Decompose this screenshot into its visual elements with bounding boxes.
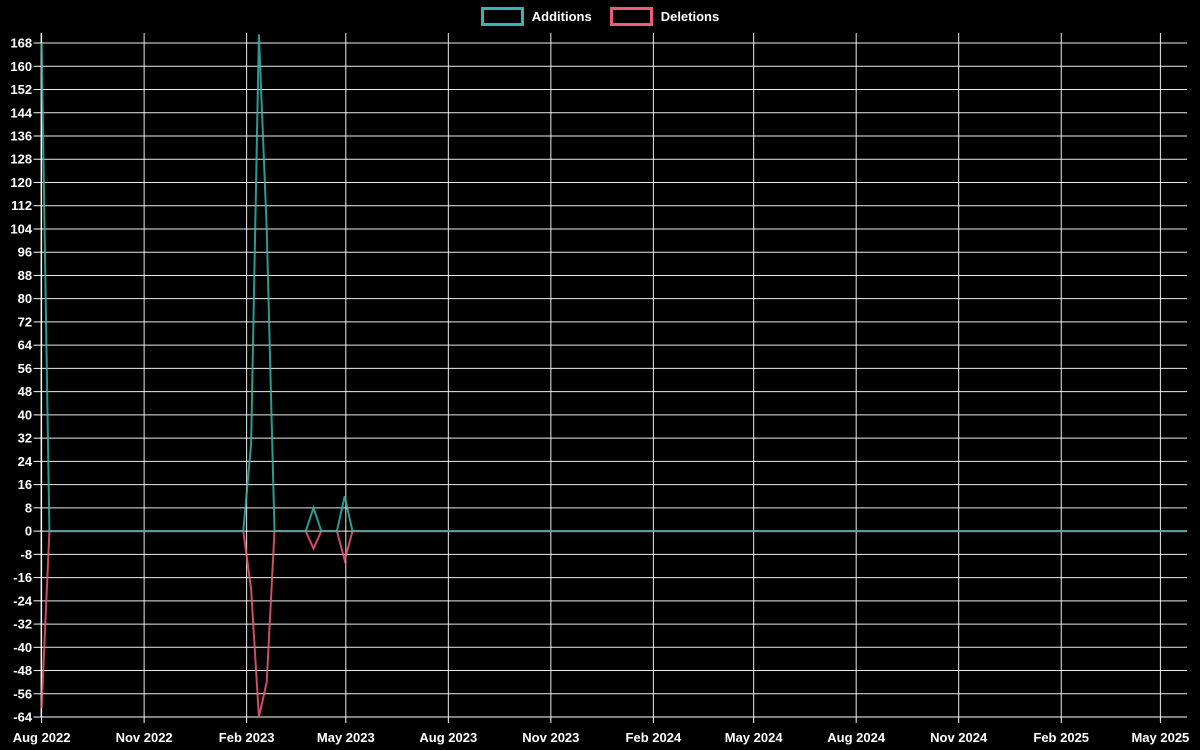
y-tick-label: 160 [10,59,32,74]
x-tick-label: Aug 2024 [827,730,886,745]
y-tick-label: -48 [13,663,32,678]
y-tick-label: -8 [21,547,33,562]
y-tick-label: 128 [10,152,32,167]
y-tick-label: -32 [13,617,32,632]
y-tick-label: 80 [18,291,32,306]
x-tick-label: Aug 2023 [419,730,477,745]
y-tick-label: -16 [13,570,32,585]
y-tick-label: 0 [25,524,32,539]
y-tick-label: 104 [10,221,32,236]
x-tick-label: Feb 2023 [219,730,275,745]
x-tick-label: Feb 2024 [626,730,682,745]
y-tick-label: 48 [18,384,32,399]
x-tick-label: May 2024 [725,730,784,745]
y-tick-label: -56 [13,686,32,701]
legend-item-additions[interactable]: Additions [480,7,592,26]
y-tick-label: 24 [18,454,33,469]
x-tick-label: Nov 2024 [930,730,988,745]
y-tick-label: 144 [10,105,32,120]
legend-label-additions: Additions [531,9,592,24]
y-tick-label: 96 [18,245,32,260]
y-tick-label: 88 [18,268,32,283]
y-tick-label: -40 [13,640,32,655]
legend-item-deletions[interactable]: Deletions [609,7,720,26]
y-tick-label: 72 [18,314,32,329]
x-tick-label: Aug 2022 [13,730,71,745]
y-tick-label: -24 [13,593,33,608]
legend-label-deletions: Deletions [660,9,720,24]
x-tick-label: Nov 2022 [116,730,173,745]
x-tick-label: May 2025 [1131,730,1189,745]
y-tick-label: 120 [10,175,32,190]
y-tick-label: 152 [10,82,32,97]
additions-swatch-icon [480,7,524,26]
chart-legend: Additions Deletions [0,7,1200,26]
y-tick-label: 64 [18,338,33,353]
y-tick-label: 8 [25,500,32,515]
y-tick-label: 40 [18,407,32,422]
y-tick-label: 32 [18,431,32,446]
x-tick-label: Feb 2025 [1033,730,1089,745]
y-tick-label: 56 [18,361,32,376]
additions-line[interactable] [40,34,1188,533]
x-tick-label: May 2023 [317,730,375,745]
y-tick-label: 136 [10,128,32,143]
deletions-swatch-icon [609,7,653,26]
y-tick-label: 16 [18,477,32,492]
x-tick-label: Nov 2023 [522,730,579,745]
y-tick-label: -64 [13,710,33,725]
y-tick-label: 112 [11,198,32,213]
y-tick-label: 168 [10,36,32,51]
